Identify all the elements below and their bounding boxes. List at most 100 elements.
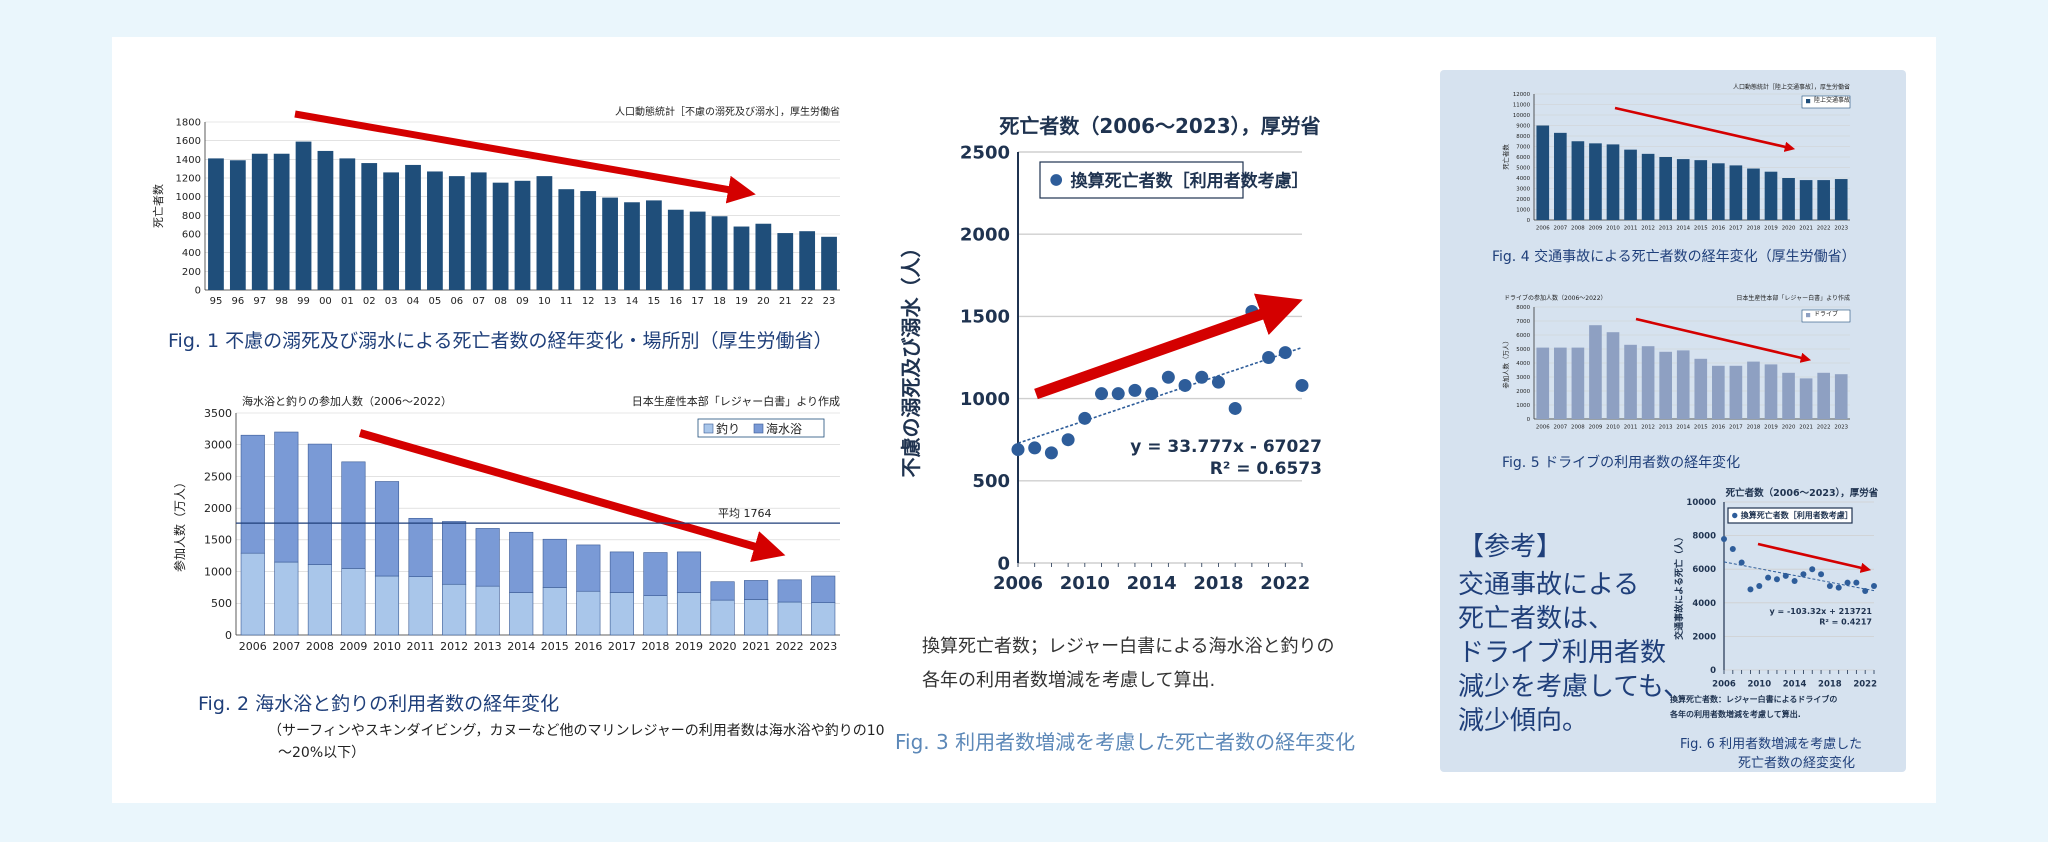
- bar: [405, 164, 421, 290]
- data-point: [1044, 446, 1058, 460]
- bar: [1659, 351, 1672, 419]
- x-tick-label: 2022: [1853, 680, 1877, 690]
- trendline: [1017, 346, 1303, 444]
- y-tick-label: 1000: [1516, 403, 1530, 409]
- y-axis-label: 参加人数（万人）: [1501, 337, 1510, 388]
- y-tick-label: 8000: [1516, 134, 1530, 140]
- trend-arrow: [1614, 106, 1796, 152]
- x-tick-label: 2010: [1060, 573, 1110, 594]
- data-point: [1756, 583, 1763, 589]
- x-tick-label: 2012: [1641, 424, 1655, 430]
- x-tick-label: 2006: [1536, 225, 1550, 231]
- legend-marker: [1732, 512, 1738, 519]
- y-tick-label: 500: [211, 597, 232, 610]
- legend-swatch: [1806, 99, 1811, 104]
- x-tick-label: 22: [801, 296, 814, 307]
- x-tick-label: 12: [582, 296, 595, 307]
- fig1-caption: Fig. 1 不慮の溺死及び溺水による死亡者数の経年変化・場所別（厚生労働省）: [168, 330, 833, 352]
- legend-label: 海水浴: [766, 421, 802, 436]
- data-point: [1061, 433, 1075, 447]
- bar-segment: [676, 592, 702, 636]
- x-tick-label: 06: [450, 296, 463, 307]
- data-point: [1211, 375, 1225, 389]
- fig6-caption-line-2: 死亡者数の経変変化: [1738, 756, 1856, 771]
- fig6-scatter-chart: 0 2000 4000 6000 8000 10000 2006 2010 2014 2018 20…: [1669, 487, 1879, 719]
- y-tick-label: 9000: [1516, 123, 1530, 129]
- y-axis-label: 不慮の溺死及び溺水（人）: [899, 238, 923, 478]
- y-axis-label: 参加人数（万人）: [172, 476, 187, 572]
- y-tick-label: 1000: [1516, 207, 1530, 213]
- bar-segment: [475, 585, 500, 636]
- reference-line: 死亡者数は、: [1458, 604, 1615, 634]
- y-tick-label: 1200: [176, 174, 201, 185]
- y-axis-label: 死亡者数: [151, 184, 165, 228]
- bar: [1799, 378, 1813, 419]
- bar: [1606, 332, 1620, 419]
- bar-segment: [609, 551, 634, 593]
- x-tick-label: 2007: [1553, 225, 1567, 231]
- data-point: [1145, 387, 1159, 401]
- x-tick-label: 2021: [1799, 424, 1813, 430]
- x-tick-label: 2018: [1747, 424, 1761, 430]
- x-tick-label: 21: [779, 296, 792, 307]
- x-tick-label: 99: [297, 296, 310, 307]
- bar: [711, 216, 728, 290]
- x-tick-label: 2019: [1764, 225, 1778, 231]
- y-tick-label: 3000: [1516, 375, 1530, 381]
- bar: [1676, 350, 1690, 419]
- y-axis-label: 交通事故による死亡（人）: [1673, 532, 1685, 640]
- data-point: [1295, 378, 1309, 392]
- trend-arrow: [1635, 317, 1812, 363]
- data-point: [1747, 586, 1754, 593]
- x-tick-label: 2022: [776, 640, 804, 653]
- x-tick-label: 2008: [1571, 424, 1585, 430]
- bar: [208, 158, 224, 290]
- bar-segment: [374, 575, 400, 636]
- fig3-note-2: 各年の利用者数増減を考慮して算出.: [922, 670, 1216, 691]
- chart-source: 人口動態統計［陸上交通事故］，厚生労働省: [1733, 83, 1850, 91]
- x-tick-label: 2010: [1606, 424, 1620, 430]
- bar-segment: [643, 595, 668, 636]
- bar: [1606, 144, 1620, 220]
- data-point: [1818, 571, 1825, 578]
- bar-segment: [509, 531, 534, 593]
- legend-box: [1801, 309, 1851, 323]
- bar-segment: [442, 583, 467, 636]
- y-tick-label: 8000: [1516, 305, 1530, 311]
- x-tick-label: 2009: [1589, 225, 1603, 231]
- bar: [251, 153, 268, 290]
- bar: [1817, 180, 1830, 220]
- x-tick-label: 2021: [742, 640, 770, 653]
- y-tick-label: 600: [182, 230, 201, 241]
- chart-title: 死亡者数（2006〜2023），厚労省: [999, 114, 1320, 138]
- legend-label: 陸上交通事故: [1814, 96, 1850, 104]
- x-tick-label: 16: [669, 296, 682, 307]
- data-point: [1161, 370, 1175, 384]
- x-tick-label: 98: [275, 296, 288, 307]
- bar-segment: [777, 579, 802, 603]
- fig6-note-2: 各年の利用者数増減を考慮して算出.: [1669, 709, 1801, 719]
- bar: [448, 176, 465, 290]
- bar-segment: [710, 581, 735, 601]
- legend-swatch: [1806, 313, 1811, 318]
- bar: [1676, 159, 1690, 220]
- bar: [1747, 361, 1760, 419]
- x-tick-label: 2018: [1818, 680, 1842, 690]
- x-tick-label: 2012: [440, 640, 468, 653]
- y-tick-label: 3000: [1516, 186, 1530, 192]
- y-tick-label: 200: [182, 267, 201, 278]
- y-tick-label: 6000: [1516, 155, 1530, 161]
- r-squared: R² = 0.4217: [1819, 617, 1872, 626]
- y-tick-label: 3500: [204, 407, 232, 420]
- y-tick-label: 5000: [1516, 165, 1530, 171]
- bar-segment: [307, 564, 332, 636]
- bar: [733, 226, 750, 290]
- trend-arrow: [294, 110, 756, 204]
- reference-line: ドライブ利用者数: [1458, 638, 1667, 668]
- x-tick-label: 2018: [641, 640, 669, 653]
- bar: [1729, 165, 1743, 220]
- bar-segment: [777, 601, 802, 636]
- x-tick-label: 96: [231, 296, 244, 307]
- x-tick-label: 2022: [1817, 225, 1831, 231]
- y-tick-label: 1000: [960, 389, 1010, 410]
